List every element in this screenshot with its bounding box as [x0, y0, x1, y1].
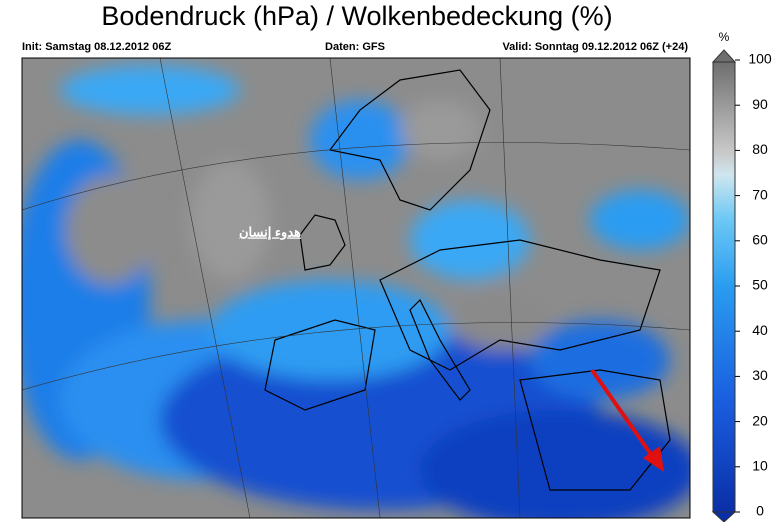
- colorbar-scale: [712, 61, 736, 513]
- map-frame: [21, 57, 691, 519]
- colorbar-tick-label: 80: [752, 141, 768, 157]
- colorbar-unit: %: [719, 30, 730, 44]
- valid-time: Valid: Sonntag 09.12.2012 06Z (+24): [502, 41, 688, 53]
- colorbar-top-cap: [711, 49, 737, 63]
- graticule: [22, 58, 690, 518]
- red-arrow: [590, 368, 664, 472]
- colorbar-tick-label: 50: [752, 277, 768, 293]
- data-source: Daten: GFS: [325, 41, 385, 53]
- colorbar-tick-label: 0: [756, 503, 764, 519]
- title: Bodendruck (hPa) / Wolkenbedeckung (%): [101, 1, 612, 31]
- map: هدوء إنسان: [22, 58, 690, 518]
- colorbar-tick-label: 90: [752, 96, 768, 112]
- colorbar-tick-label: 20: [752, 412, 768, 428]
- colorbar-tick-label: 60: [752, 232, 768, 248]
- colorbar-tick-label: 10: [752, 458, 768, 474]
- colorbar-tick-label: 30: [752, 367, 768, 383]
- colorbar-tick-label: 40: [752, 322, 768, 338]
- colorbar-bottom-cap: [711, 511, 737, 522]
- cloud-field: [22, 65, 690, 518]
- colorbar: % 0 10 20 30 40 50 60 70 80 90 100: [711, 30, 772, 522]
- colorbar-tick-label: 100: [748, 51, 772, 67]
- coastlines: [264, 69, 671, 491]
- colorbar-tick-label: 70: [752, 186, 768, 202]
- init-time: Init: Samstag 08.12.2012 06Z: [22, 41, 171, 53]
- annotation: هدوء إنسان: [239, 224, 301, 240]
